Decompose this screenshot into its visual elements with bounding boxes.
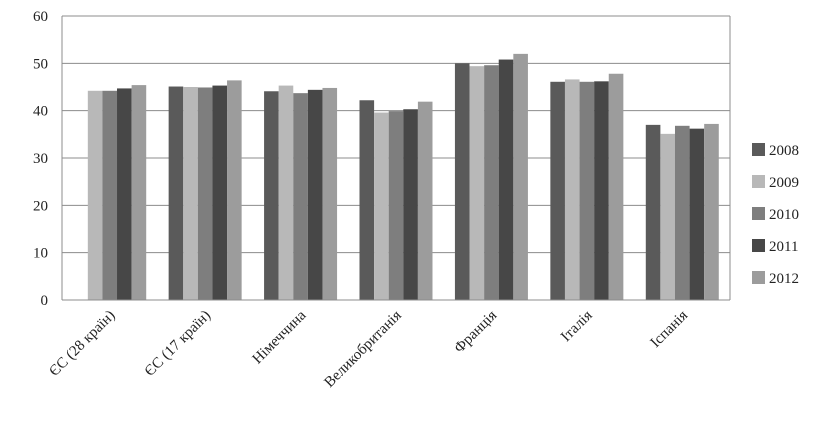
bar-2010-4 bbox=[388, 111, 404, 300]
bar-2008-2 bbox=[168, 86, 184, 300]
bar-2009-2 bbox=[183, 87, 198, 300]
bar-2009-3 bbox=[278, 85, 294, 300]
y-tick-label: 10 bbox=[33, 246, 48, 262]
x-category-label: Німеччина bbox=[250, 307, 310, 367]
legend-swatch-2010 bbox=[752, 207, 765, 220]
bar-2009-1 bbox=[87, 90, 103, 300]
bar-2011-7 bbox=[689, 128, 705, 300]
y-tick-label: 0 bbox=[41, 293, 49, 309]
legend-swatch-2012 bbox=[752, 271, 765, 284]
bar-2010-7 bbox=[674, 125, 690, 301]
bar-2008-5 bbox=[454, 63, 470, 301]
bar-2012-1 bbox=[131, 85, 147, 301]
bar-2012-3 bbox=[322, 87, 338, 301]
bar-2008-4 bbox=[359, 100, 375, 301]
bar-2010-3 bbox=[293, 93, 308, 300]
legend: 2008 2009 2010 2011 2012 bbox=[752, 143, 799, 287]
y-tick-label: 30 bbox=[33, 151, 48, 167]
legend-swatch-2009 bbox=[752, 175, 765, 188]
legend-label-2011: 2011 bbox=[769, 239, 798, 255]
bar-2012-4 bbox=[417, 101, 433, 300]
bar-2008-6 bbox=[550, 81, 565, 300]
x-axis-category-labels: ЄС (28 країн) ЄС (17 країн) Німеччина Велик… bbox=[46, 307, 691, 391]
x-category-label: ЄС (28 країн) bbox=[46, 308, 118, 380]
bar-2011-5 bbox=[498, 59, 514, 301]
bar-2012-2 bbox=[227, 80, 242, 300]
x-category-label: Франція bbox=[451, 307, 500, 356]
x-category-label: Італія bbox=[558, 307, 596, 345]
bar-2011-2 bbox=[212, 85, 228, 300]
x-category-label: ЄС (17 країн) bbox=[142, 308, 214, 380]
bar-2012-7 bbox=[704, 123, 719, 300]
legend-label-2012: 2012 bbox=[769, 271, 799, 287]
legend-label-2008: 2008 bbox=[769, 143, 799, 159]
x-category-label: Іспанія bbox=[648, 307, 692, 351]
bar-2009-5 bbox=[469, 66, 485, 300]
legend-label-2010: 2010 bbox=[769, 207, 799, 223]
bar-2011-1 bbox=[117, 88, 132, 300]
legend-label-2009: 2009 bbox=[769, 175, 799, 191]
legend-swatch-2008 bbox=[752, 143, 765, 156]
y-axis-tick-labels: 0 10 20 30 40 50 60 bbox=[33, 9, 48, 309]
x-category-label: Великобританія bbox=[321, 307, 404, 390]
y-tick-label: 20 bbox=[33, 198, 48, 214]
bar-2012-6 bbox=[608, 73, 624, 300]
bar-2011-3 bbox=[307, 89, 323, 300]
bar-2008-3 bbox=[264, 91, 279, 300]
bar-2010-6 bbox=[579, 81, 595, 300]
legend-swatch-2011 bbox=[752, 239, 765, 252]
bars bbox=[87, 53, 719, 301]
y-tick-label: 60 bbox=[33, 9, 48, 25]
bar-2009-4 bbox=[374, 112, 389, 300]
bar-2009-6 bbox=[564, 79, 580, 300]
bar-2011-4 bbox=[403, 109, 418, 300]
bar-2012-5 bbox=[513, 53, 528, 300]
bar-2011-6 bbox=[594, 81, 609, 300]
bar-2009-7 bbox=[660, 133, 675, 300]
bar-2010-5 bbox=[484, 65, 499, 300]
bar-2010-2 bbox=[197, 87, 213, 301]
bar-2008-7 bbox=[645, 124, 661, 300]
y-tick-label: 40 bbox=[33, 104, 48, 120]
y-tick-label: 50 bbox=[33, 56, 48, 72]
bar-2010-1 bbox=[102, 90, 118, 300]
